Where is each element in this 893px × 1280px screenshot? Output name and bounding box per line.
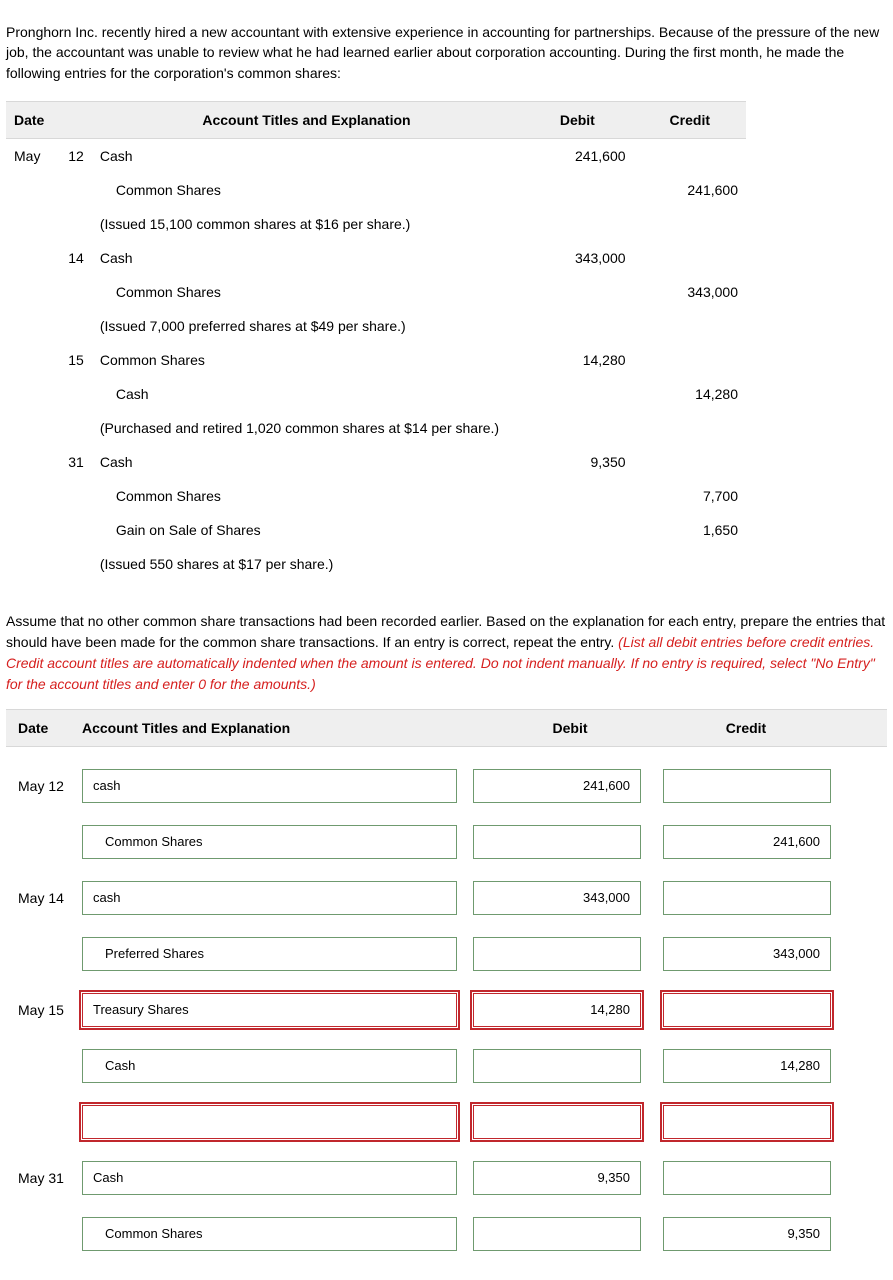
debit-input[interactable]: 9,350: [473, 1161, 641, 1195]
account-title-input[interactable]: Cash: [82, 1049, 457, 1083]
credit-input[interactable]: 9,350: [663, 1217, 831, 1251]
credit-input[interactable]: 14,280: [663, 1049, 831, 1083]
account-title-input[interactable]: Cash: [82, 1161, 457, 1195]
credit-input[interactable]: [663, 1161, 831, 1195]
debit-input[interactable]: [473, 1105, 641, 1139]
journal-row: Common Shares7,700: [6, 479, 746, 513]
account-title-input[interactable]: Common Shares: [82, 1217, 457, 1251]
answer-row: [6, 1105, 887, 1139]
journal-row: (Issued 550 shares at $17 per share.): [6, 547, 746, 581]
answer-date: May 15: [18, 1002, 82, 1018]
answer-row: Common Shares 241,600: [6, 825, 887, 859]
journal-row: 15Common Shares14,280: [6, 343, 746, 377]
answer-row: Common Shares 9,350: [6, 1217, 887, 1251]
answer-row: May 15Treasury Shares 14,280: [6, 993, 887, 1027]
instructions: Assume that no other common share transa…: [6, 611, 887, 695]
col-debit: Debit: [521, 101, 633, 138]
answer-row: May 12cash 241,600: [6, 769, 887, 803]
credit-input[interactable]: [663, 1105, 831, 1139]
journal-row: 14Cash343,000: [6, 241, 746, 275]
journal-row: May12Cash241,600: [6, 138, 746, 173]
answer-row: May 14cash 343,000: [6, 881, 887, 915]
journal-row: 31Cash9,350: [6, 445, 746, 479]
account-title-input[interactable]: cash: [82, 881, 457, 915]
answer-row: May 31Cash 9,350: [6, 1161, 887, 1195]
answer-header: Date Account Titles and Explanation Debi…: [6, 709, 887, 747]
journal-row: (Issued 7,000 preferred shares at $49 pe…: [6, 309, 746, 343]
journal-row: (Issued 15,100 common shares at $16 per …: [6, 207, 746, 241]
debit-input[interactable]: [473, 825, 641, 859]
credit-input[interactable]: [663, 769, 831, 803]
answer-date: May 31: [18, 1170, 82, 1186]
credit-input[interactable]: [663, 881, 831, 915]
debit-input[interactable]: 14,280: [473, 993, 641, 1027]
journal-row: Common Shares241,600: [6, 173, 746, 207]
debit-input[interactable]: 343,000: [473, 881, 641, 915]
answer-date: May 14: [18, 890, 82, 906]
col-date: Date: [6, 101, 92, 138]
ans-col-acct: Account Titles and Explanation: [82, 720, 482, 736]
account-title-input[interactable]: [82, 1105, 457, 1139]
debit-input[interactable]: 241,600: [473, 769, 641, 803]
answer-row: Cash 14,280: [6, 1049, 887, 1083]
credit-input[interactable]: 241,600: [663, 825, 831, 859]
credit-input[interactable]: [663, 993, 831, 1027]
journal-row: Gain on Sale of Shares1,650: [6, 513, 746, 547]
problem-intro: Pronghorn Inc. recently hired a new acco…: [6, 22, 887, 83]
credit-input[interactable]: 343,000: [663, 937, 831, 971]
account-title-input[interactable]: cash: [82, 769, 457, 803]
journal-row: (Purchased and retired 1,020 common shar…: [6, 411, 746, 445]
debit-input[interactable]: [473, 1049, 641, 1083]
ans-col-date: Date: [18, 720, 82, 736]
answer-row: Preferred Shares 343,000: [6, 937, 887, 971]
account-title-input[interactable]: Common Shares: [82, 825, 457, 859]
account-title-input[interactable]: Treasury Shares: [82, 993, 457, 1027]
col-acct: Account Titles and Explanation: [92, 101, 521, 138]
answer-date: May 12: [18, 778, 82, 794]
ans-col-credit: Credit: [658, 720, 834, 736]
ans-col-debit: Debit: [482, 720, 658, 736]
col-credit: Credit: [634, 101, 746, 138]
journal-row: Cash14,280: [6, 377, 746, 411]
journal-row: Common Shares343,000: [6, 275, 746, 309]
journal-table: Date Account Titles and Explanation Debi…: [6, 101, 746, 581]
debit-input[interactable]: [473, 937, 641, 971]
debit-input[interactable]: [473, 1217, 641, 1251]
account-title-input[interactable]: Preferred Shares: [82, 937, 457, 971]
